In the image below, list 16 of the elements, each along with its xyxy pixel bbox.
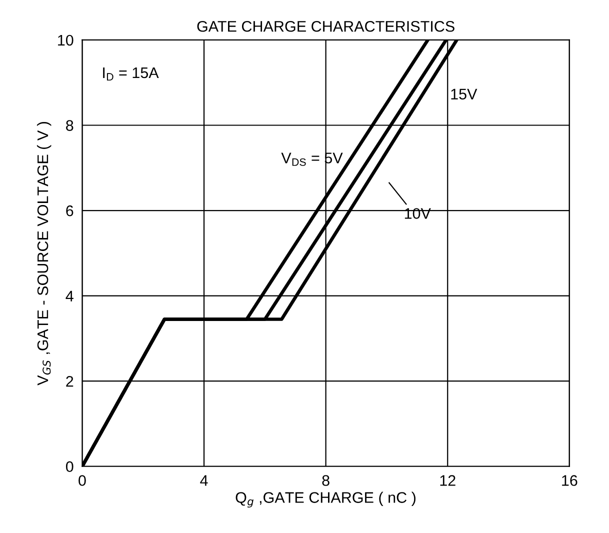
x-tick-label: 8 <box>322 475 330 486</box>
y-tick-label: 2 <box>66 376 74 387</box>
x-tick-label: 4 <box>200 475 208 486</box>
y-tick-label: 4 <box>66 290 74 302</box>
x-tick-label: 12 <box>440 475 456 486</box>
chart-title: GATE CHARGE CHARACTERISTICS <box>197 20 454 32</box>
y-tick-label: 0 <box>66 461 74 472</box>
x-tick-label: 16 <box>562 475 578 486</box>
y-tick-label: 8 <box>66 120 74 131</box>
x-tick-label: 0 <box>78 475 86 486</box>
annotation: I$_{D}$ = 15A <box>103 67 159 81</box>
y-axis-title: V$_{GS}$ ,GATE - SOURCE VOLTAGE ( V ) <box>36 122 52 386</box>
y-tick-label: 6 <box>66 205 74 216</box>
annotation: 15V <box>451 88 478 100</box>
x-axis-title: Q$_{g}$ ,GATE CHARGE ( nC ) <box>236 492 416 508</box>
y-tick-label: 10 <box>58 34 74 46</box>
